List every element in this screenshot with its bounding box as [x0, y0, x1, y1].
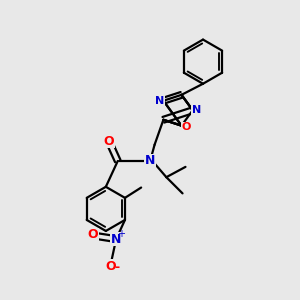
Text: O: O	[105, 260, 116, 273]
Text: N: N	[111, 232, 121, 246]
Text: O: O	[181, 122, 190, 132]
Text: -: -	[114, 261, 120, 274]
Text: O: O	[103, 135, 114, 148]
Text: O: O	[87, 228, 98, 241]
Text: N: N	[145, 154, 155, 167]
Text: N: N	[192, 105, 201, 115]
Text: N: N	[155, 96, 164, 106]
Text: +: +	[117, 229, 125, 239]
